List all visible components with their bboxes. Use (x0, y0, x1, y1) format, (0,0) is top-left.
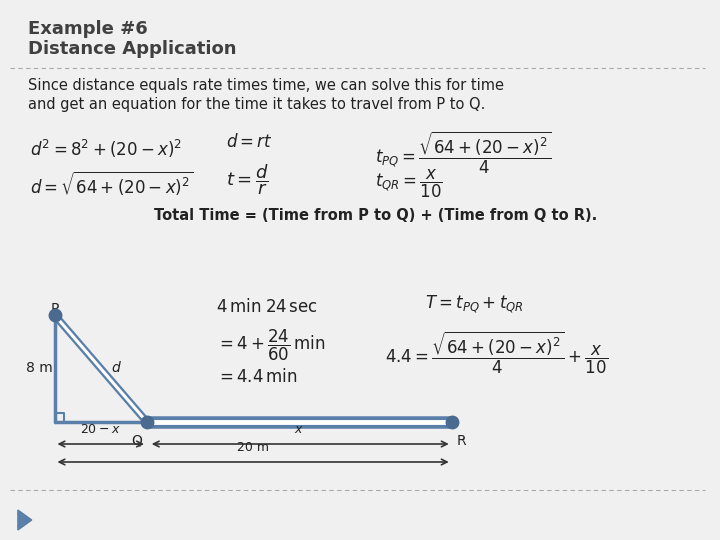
Text: $= 4 + \dfrac{24}{60}\,\mathrm{min}$: $= 4 + \dfrac{24}{60}\,\mathrm{min}$ (217, 328, 325, 363)
Text: $4\,\mathrm{min}\;24\,\mathrm{sec}$: $4\,\mathrm{min}\;24\,\mathrm{sec}$ (217, 298, 318, 316)
Text: $d = \sqrt{64 + (20 - x)^2}$: $d = \sqrt{64 + (20 - x)^2}$ (30, 170, 194, 198)
Text: and get an equation for the time it takes to travel from P to Q.: and get an equation for the time it take… (28, 97, 485, 112)
Text: Distance Application: Distance Application (28, 40, 236, 58)
Text: $d^2 = 8^2 + (20 - x)^2$: $d^2 = 8^2 + (20 - x)^2$ (30, 138, 182, 160)
Text: Q: Q (132, 434, 143, 448)
Text: P: P (50, 302, 59, 316)
Text: Example #6: Example #6 (28, 20, 148, 38)
Text: 8 m: 8 m (27, 361, 53, 375)
Text: $t_{PQ} = \dfrac{\sqrt{64 + (20-x)^2}}{4}$: $t_{PQ} = \dfrac{\sqrt{64 + (20-x)^2}}{4… (375, 130, 552, 176)
Polygon shape (18, 510, 32, 530)
Text: $x$: $x$ (294, 423, 304, 436)
Text: $20 - x$: $20 - x$ (80, 423, 121, 436)
Text: $= 4.4\,\mathrm{min}$: $= 4.4\,\mathrm{min}$ (217, 368, 298, 386)
Text: $T = t_{PQ} + t_{QR}$: $T = t_{PQ} + t_{QR}$ (425, 293, 523, 315)
Text: $4.4 = \dfrac{\sqrt{64+(20-x)^2}}{4} + \dfrac{x}{10}$: $4.4 = \dfrac{\sqrt{64+(20-x)^2}}{4} + \… (385, 330, 608, 376)
Text: Total Time = (Time from P to Q) + (Time from Q to R).: Total Time = (Time from P to Q) + (Time … (154, 208, 597, 223)
Text: $t_{QR} = \dfrac{x}{10}$: $t_{QR} = \dfrac{x}{10}$ (375, 168, 443, 200)
Text: $t = \dfrac{d}{r}$: $t = \dfrac{d}{r}$ (226, 162, 269, 197)
Text: 20 m: 20 m (237, 441, 269, 454)
Text: Since distance equals rate times time, we can solve this for time: Since distance equals rate times time, w… (28, 78, 504, 93)
Text: R: R (456, 434, 467, 448)
Text: d: d (112, 361, 120, 375)
Text: $d = rt$: $d = rt$ (226, 133, 273, 151)
